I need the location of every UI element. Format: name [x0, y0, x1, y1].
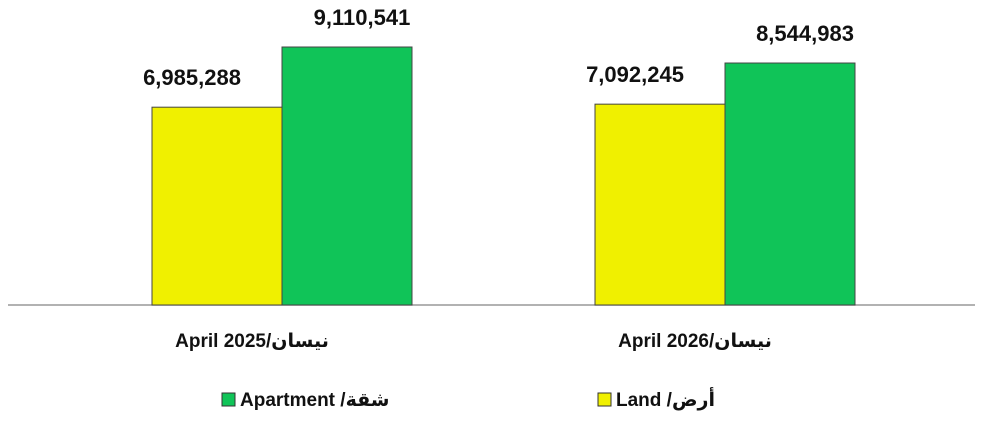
bar — [594, 103, 726, 306]
value-label: 7,092,245 — [586, 62, 684, 87]
value-label: 8,544,983 — [756, 21, 854, 46]
legend-swatch — [597, 392, 612, 407]
legend-label: Apartment /شقة — [240, 390, 389, 411]
bar — [281, 46, 413, 306]
value-label: 9,110,541 — [314, 5, 411, 30]
category-label: April 2025/نيسان — [175, 331, 329, 352]
category-label: April 2026/نيسان — [618, 331, 772, 352]
value-label: 6,985,288 — [143, 65, 241, 90]
legend-label: Land /أرض — [616, 387, 715, 411]
bar — [724, 62, 856, 306]
legend-swatch — [221, 392, 236, 407]
bar — [151, 106, 283, 306]
